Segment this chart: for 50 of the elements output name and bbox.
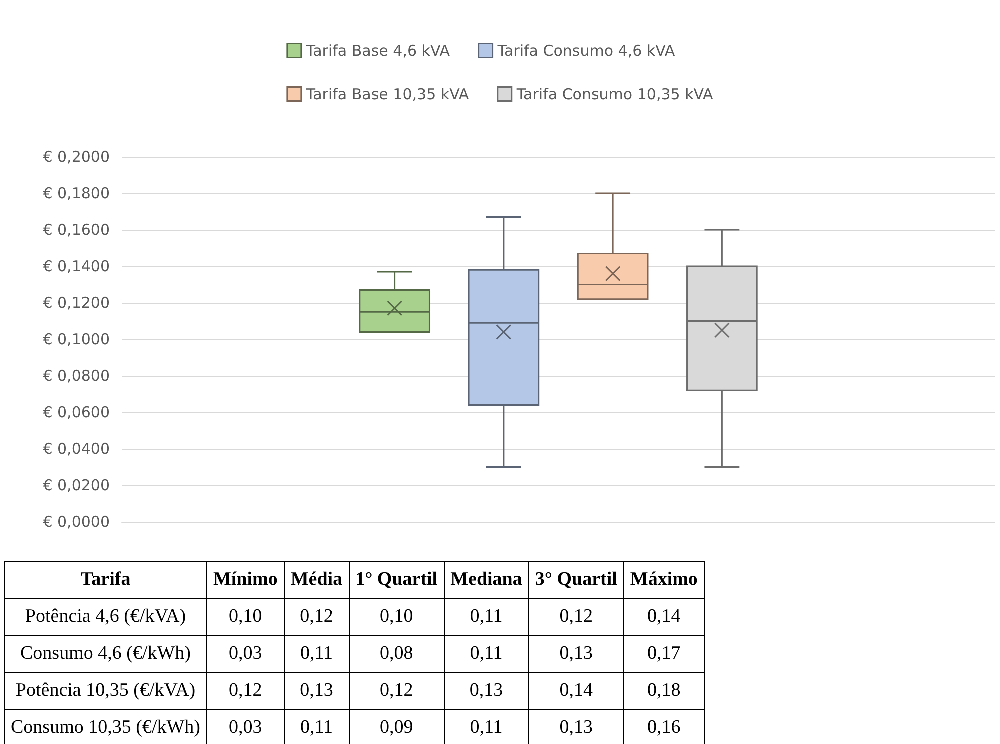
data-label: 0,16	[624, 710, 704, 744]
legend-label: Tarifa Base 4,6 kVA	[305, 42, 451, 60]
category-label: Potência 10,35 (€/kVA)	[4, 672, 207, 710]
category-label: Consumo 10,35 (€/kWh)	[4, 710, 207, 744]
legend-label: Tarifa Consumo 10,35 kVA	[516, 85, 714, 104]
data-label: 0,12	[349, 672, 444, 710]
data-label: 0,11	[444, 598, 529, 636]
category-label: Potência 4,6 (€/kVA)	[4, 598, 207, 636]
y-tick-label: € 0,0600	[43, 404, 110, 422]
data-label: 0,08	[349, 636, 444, 672]
legend-label: 3° Quartil	[528, 562, 624, 598]
legend-label: Tarifa Base 10,35 kVA	[305, 85, 470, 104]
data-label: 0,10	[206, 598, 284, 636]
y-tick-label: € 0,0200	[43, 476, 110, 494]
data-label: 0,12	[206, 672, 284, 710]
text: Mediana	[444, 562, 529, 598]
y-tick-label: € 0,0000	[43, 513, 110, 531]
text: Mínimo	[206, 562, 284, 598]
data-label: 0,11	[284, 710, 350, 744]
data-label: 0,17	[624, 636, 704, 672]
legend-label: Média	[284, 562, 350, 598]
y-tick-label: € 0,0400	[43, 440, 110, 458]
data-label: 0,13	[444, 672, 529, 710]
data-label: 0,18	[624, 672, 704, 710]
text: Máximo	[624, 562, 704, 598]
data-label: 0,13	[528, 636, 624, 672]
data-label: 0,03	[206, 636, 284, 672]
legend-label: 1° Quartil	[349, 562, 444, 598]
data-label: 0,11	[284, 636, 350, 672]
y-tick-label: € 0,1800	[43, 184, 110, 202]
data-label: 0,13	[284, 672, 350, 710]
data-label: 0,10	[349, 598, 444, 636]
data-label: 0,11	[444, 636, 529, 672]
data-label: 0,14	[528, 672, 624, 710]
y-tick-label: € 0,1200	[43, 294, 110, 312]
legend-label: Tarifa Consumo 4,6 kVA	[496, 42, 676, 60]
data-label: 0,09	[349, 710, 444, 744]
data-label: 0,03	[206, 710, 284, 744]
y-tick-label: € 0,1400	[43, 258, 110, 276]
text: Tarifa	[4, 562, 207, 598]
data-label: 0,11	[444, 710, 529, 744]
y-tick-label: € 0,1000	[43, 330, 110, 348]
category-label: Consumo 4,6 (€/kWh)	[4, 636, 207, 672]
data-label: 0,12	[284, 598, 350, 636]
data-label: 0,12	[528, 598, 624, 636]
y-tick-label: € 0,2000	[43, 148, 110, 166]
y-tick-label: € 0,1600	[43, 221, 110, 239]
data-label: 0,14	[624, 598, 704, 636]
data-label: 0,13	[528, 710, 624, 744]
y-tick-label: € 0,0800	[43, 367, 110, 385]
